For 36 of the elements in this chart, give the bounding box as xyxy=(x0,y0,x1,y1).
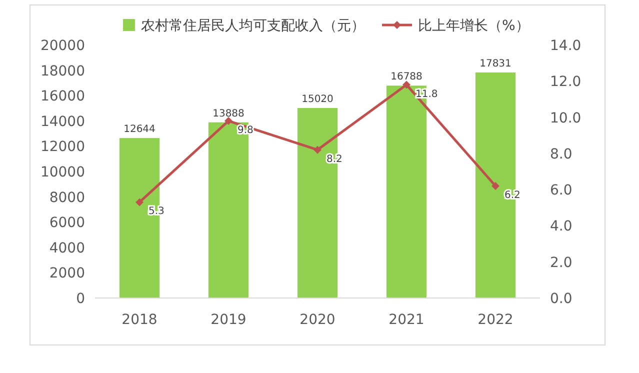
data-label: 12644 xyxy=(124,124,156,136)
y-tick-label: 18000 xyxy=(40,63,85,80)
y-tick-label: 12000 xyxy=(40,139,85,156)
data-label: 15020 xyxy=(302,94,334,105)
x-tick-label: 2021 xyxy=(388,312,424,328)
y2-tick-label: 8.0 xyxy=(550,146,572,162)
y-tick-label: 0 xyxy=(76,291,85,307)
y2-tick-label: 12.0 xyxy=(550,74,582,90)
y-tick-label: 4000 xyxy=(49,240,85,256)
data-label: 13888 xyxy=(212,108,244,120)
y2-tick-label: 4.0 xyxy=(550,218,572,235)
point xyxy=(492,182,500,190)
y-tick-label: 10000 xyxy=(40,164,85,180)
y2-tick-label: 14.0 xyxy=(550,38,582,54)
x-tick-label: 2019 xyxy=(210,312,246,328)
point xyxy=(136,198,144,206)
x-tick-label: 2018 xyxy=(122,312,158,328)
y-tick-label: 2000 xyxy=(49,266,85,282)
point xyxy=(402,80,410,89)
legend-label: 比上年增长（%） xyxy=(418,18,530,34)
data-label: 16788 xyxy=(390,72,422,83)
y2-tick-label: 10.0 xyxy=(550,110,582,126)
y2-tick-label: 2.0 xyxy=(550,254,572,271)
y-tick-label: 16000 xyxy=(40,88,85,105)
x-tick-label: 2022 xyxy=(478,312,514,328)
x-tick-label: 2020 xyxy=(300,312,336,328)
y-tick-label: 6000 xyxy=(49,215,85,232)
legend-label: 农村常住居民人均可支配收入（元） xyxy=(141,18,365,34)
point xyxy=(224,116,232,125)
y-tick-label: 20000 xyxy=(40,38,85,54)
y2-tick-label: 0.0 xyxy=(550,291,572,307)
y2-tick-label: 6.0 xyxy=(550,182,572,199)
data-label: 17831 xyxy=(480,58,512,70)
y-tick-label: 14000 xyxy=(40,114,85,130)
point xyxy=(314,146,322,154)
y-tick-label: 8000 xyxy=(49,190,85,206)
